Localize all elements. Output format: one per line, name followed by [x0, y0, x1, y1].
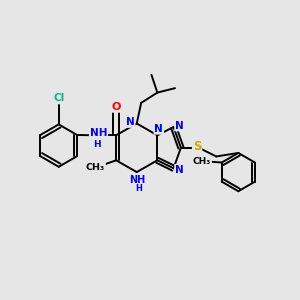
- Text: H: H: [135, 184, 142, 193]
- Text: CH₃: CH₃: [86, 163, 105, 172]
- Text: NH: NH: [90, 128, 107, 138]
- Text: S: S: [193, 140, 201, 153]
- Text: O: O: [112, 102, 121, 112]
- Text: N: N: [175, 165, 184, 175]
- Text: N: N: [175, 121, 184, 130]
- Text: Cl: Cl: [53, 93, 64, 103]
- Text: NH: NH: [129, 175, 145, 185]
- Text: N: N: [126, 117, 135, 127]
- Text: H: H: [93, 140, 101, 149]
- Text: CH₃: CH₃: [193, 157, 211, 166]
- Text: N: N: [154, 124, 163, 134]
